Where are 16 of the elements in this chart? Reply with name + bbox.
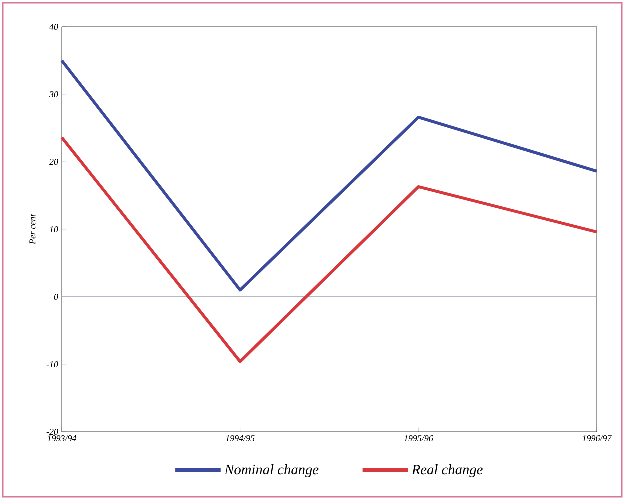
x-tick-label: 1994/95: [226, 436, 255, 442]
y-tick-label: 30: [50, 91, 58, 98]
x-tick-label: 1993/94: [48, 436, 76, 442]
y-tick-label: 40: [50, 24, 58, 30]
line-series: [60, 136, 599, 364]
y-axis-title: Per cent: [30, 214, 36, 245]
y-tick-label: -10: [46, 361, 58, 368]
x-tick-label: 1995/96: [404, 436, 434, 442]
y-tick-label: -20: [46, 428, 58, 436]
legend-label: Nominal change: [224, 464, 319, 478]
y-tick-label: 10: [50, 226, 58, 233]
y-tick-label: 0: [54, 294, 58, 300]
y-tick-label: 20: [50, 158, 58, 166]
line-series: [60, 59, 599, 292]
x-tick-label: 1996/97: [582, 436, 612, 442]
legend-label: Real change: [412, 464, 483, 478]
